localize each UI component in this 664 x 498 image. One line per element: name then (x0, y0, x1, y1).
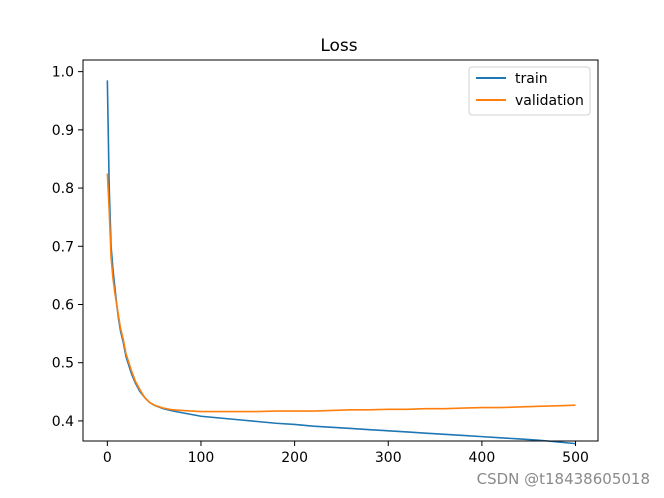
plot-frame (82, 59, 599, 442)
x-tick-label-300: 300 (375, 450, 402, 466)
x-tick-label-0: 0 (103, 450, 112, 466)
y-tick-label-0.4: 0.4 (52, 414, 74, 430)
y-axis: 0.4 0.5 0.6 0.7 0.8 0.9 1.0 (52, 65, 83, 430)
y-tick-label-0.8: 0.8 (52, 181, 74, 197)
chart-title: Loss (320, 36, 357, 56)
y-tick-label-0.7: 0.7 (52, 239, 74, 255)
y-tick-label-1.0: 1.0 (52, 65, 74, 81)
x-tick-label-100: 100 (188, 450, 215, 466)
legend: train validation (468, 66, 591, 116)
x-tick-label-400: 400 (469, 450, 496, 466)
y-tick-label-0.5: 0.5 (52, 356, 74, 372)
legend-label-train: train (515, 71, 548, 87)
y-tick-label-0.9: 0.9 (52, 123, 74, 139)
series-layer (106, 80, 576, 445)
watermark: CSDN @t18438605018 (476, 470, 650, 488)
x-tick-label-200: 200 (281, 450, 308, 466)
series-line-validation (106, 173, 576, 413)
x-tick-label-500: 500 (562, 450, 589, 466)
legend-label-validation: validation (515, 93, 584, 109)
series-line-train (106, 80, 576, 445)
x-axis: 0 100 200 300 400 500 (103, 441, 589, 466)
y-tick-label-0.6: 0.6 (52, 297, 74, 313)
